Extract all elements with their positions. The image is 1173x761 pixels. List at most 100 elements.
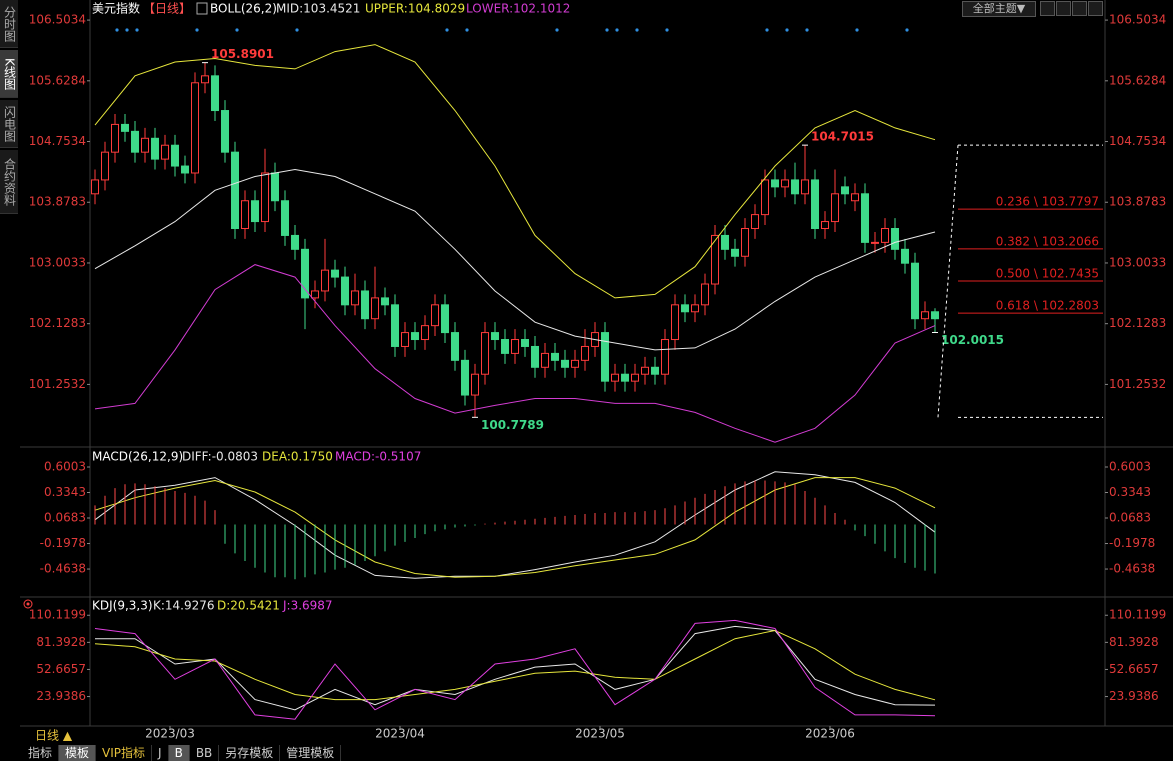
y-tick-label: 110.1199	[29, 608, 86, 622]
tab[interactable]: 指标	[22, 745, 60, 761]
tab[interactable]: 管理模板	[280, 745, 342, 761]
candle-body	[151, 137, 159, 160]
signal-dots	[115, 28, 909, 32]
candle-body	[811, 179, 819, 230]
sidebar-tab[interactable]: 闪电图	[0, 100, 18, 148]
y-tick-label: 105.6284	[29, 73, 86, 87]
x-tick-label: 2023/04	[375, 727, 425, 741]
x-tick-label: 2023/03	[145, 727, 195, 741]
candle-body	[691, 304, 699, 313]
tab[interactable]: 另存模板	[219, 745, 281, 761]
tab[interactable]: 模板	[59, 745, 97, 761]
candle-body	[911, 262, 919, 320]
y-tick-label: 81.3928	[36, 635, 86, 649]
candle-body	[281, 200, 289, 236]
candle-body	[471, 373, 479, 396]
candle-body	[671, 304, 679, 341]
sidebar-tab[interactable]: 分时图	[0, 0, 18, 48]
candle-body	[841, 186, 849, 195]
y-tick-label: 0.3343	[1109, 485, 1151, 499]
legend-label: D:20.5421	[217, 599, 280, 613]
toolbar-icon[interactable]	[1056, 1, 1071, 16]
candle-body	[511, 339, 519, 354]
legend-label: J:3.6987	[282, 599, 333, 613]
period-label[interactable]: 日线 ▲	[35, 729, 73, 743]
y-tick-label: 0.6003	[1109, 459, 1151, 473]
fib-label: 0.236 \ 103.7797	[996, 195, 1099, 209]
toolbar-icon[interactable]	[1040, 1, 1055, 16]
y-tick-label: 110.1199	[1109, 608, 1166, 622]
candle-body	[141, 137, 149, 153]
candle-body	[431, 304, 439, 327]
y-tick-label: 106.5034	[1109, 13, 1166, 27]
y-tick-label: 0.6003	[44, 459, 86, 473]
candle-body	[931, 311, 939, 320]
toolbar-icon[interactable]	[1072, 1, 1087, 16]
extreme-label: 104.7015	[811, 130, 874, 144]
extreme-label: 102.0015	[941, 333, 1004, 347]
tab[interactable]: VIP指标	[96, 745, 153, 761]
candle-body	[651, 366, 659, 375]
period: 【日线】	[143, 2, 191, 16]
y-tick-label: -0.1978	[1109, 536, 1155, 550]
fib-label: 0.382 \ 103.2066	[996, 234, 1099, 248]
y-tick-label: 105.6284	[1109, 73, 1166, 87]
y-tick-label: 52.6657	[36, 662, 86, 676]
candle-body	[771, 179, 779, 188]
candle-body	[351, 290, 359, 306]
candle-body	[221, 110, 229, 153]
sidebar-tab[interactable]: K线图	[0, 50, 18, 98]
candle-body	[611, 373, 619, 382]
theme-button[interactable]: 全部主题▼	[962, 1, 1036, 17]
candle-body	[241, 200, 249, 230]
chart-title: 美元指数	[92, 1, 140, 16]
candle-body	[561, 359, 569, 368]
y-tick-label: 0.0683	[44, 511, 86, 525]
candle-body	[131, 130, 139, 153]
candle-body	[881, 228, 889, 243]
y-tick-label: 102.1283	[1109, 316, 1166, 330]
legend-label: DIFF:-0.0803	[182, 450, 258, 464]
candle-body	[661, 339, 669, 375]
candle-body	[711, 234, 719, 285]
sidebar-tab[interactable]: 合约资料	[0, 150, 18, 214]
x-tick-label: 2023/06	[805, 727, 855, 741]
candle-body	[451, 332, 459, 361]
candle-body	[921, 311, 929, 320]
indicator: BOLL(26,2)	[210, 2, 277, 16]
extreme-label: 100.7789	[481, 418, 544, 432]
candle-body	[801, 179, 809, 195]
indicator-line	[94, 264, 936, 443]
y-tick-label: 106.5034	[29, 13, 86, 27]
y-tick-label: 104.7534	[1109, 134, 1166, 148]
candle-body	[731, 248, 739, 257]
candle-body	[171, 144, 179, 167]
candle-body	[111, 123, 119, 153]
toolbar-icon[interactable]	[1088, 1, 1103, 16]
y-tick-label: 0.3343	[44, 485, 86, 499]
tab[interactable]: J	[152, 745, 169, 761]
tab[interactable]: BB	[190, 745, 220, 761]
y-tick-label: 103.8783	[29, 195, 86, 209]
fib-label: 0.618 \ 102.2803	[996, 299, 1099, 313]
y-tick-label: 103.8783	[1109, 195, 1166, 209]
bottom-tabs: 指标 模板 VIP指标 J B BB 另存模板 管理模板	[22, 745, 342, 761]
y-tick-label: 101.2532	[29, 377, 86, 391]
legend-label: LOWER:102.1012	[466, 2, 570, 16]
candle-body	[851, 193, 859, 202]
y-tick-label: -0.4638	[40, 562, 86, 576]
tab[interactable]: B	[168, 745, 190, 761]
indicator-line	[94, 44, 936, 299]
y-tick-label: 0.0683	[1109, 511, 1151, 525]
candle-body	[681, 304, 689, 313]
candle-body	[781, 179, 789, 188]
candle-body	[421, 325, 429, 341]
indicator-line	[94, 629, 936, 701]
candle-body	[741, 228, 749, 257]
candle-body	[301, 248, 309, 299]
panel-icon[interactable]	[23, 599, 33, 609]
candle-body	[721, 234, 729, 250]
